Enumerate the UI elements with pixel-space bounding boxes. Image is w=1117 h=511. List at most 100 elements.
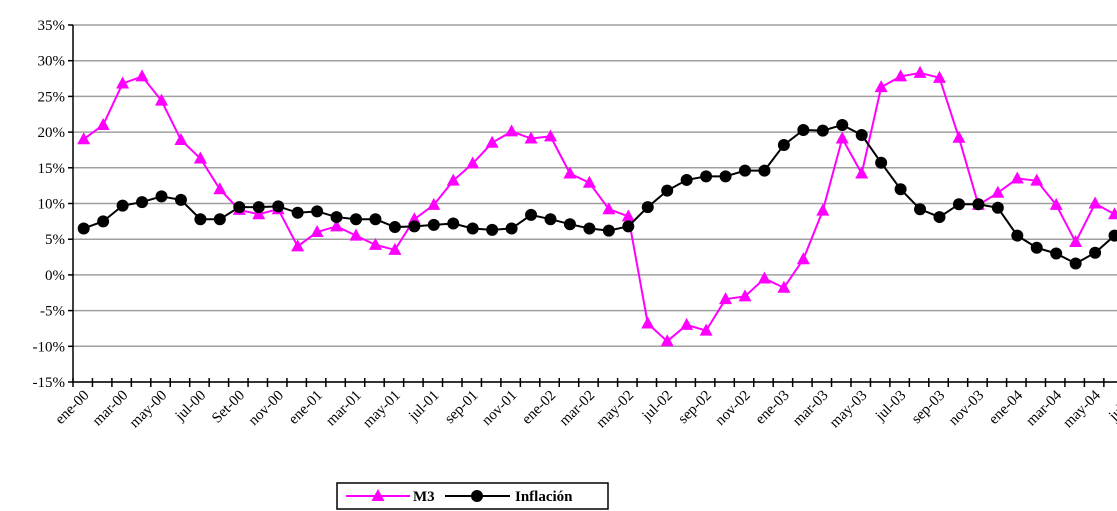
x-tick-label: mar-00 <box>90 388 132 430</box>
data-point <box>913 65 927 78</box>
data-point <box>310 225 324 238</box>
data-point <box>407 212 421 225</box>
data-point <box>1069 257 1082 270</box>
x-tick-label: ene-02 <box>519 388 559 428</box>
data-point <box>894 69 908 82</box>
x-tick-label: may-00 <box>127 388 171 432</box>
data-point <box>1069 235 1083 248</box>
data-point <box>194 213 207 226</box>
data-point <box>349 228 363 241</box>
y-tick-label: -5% <box>40 304 65 320</box>
y-tick-label: 10% <box>38 197 66 213</box>
data-point <box>914 203 927 216</box>
data-point <box>855 166 869 179</box>
data-point <box>174 132 188 145</box>
x-tick-label: jul-02 <box>639 388 676 425</box>
data-point <box>757 271 771 284</box>
data-point <box>388 242 402 255</box>
data-point <box>1089 246 1102 259</box>
data-point <box>524 131 538 144</box>
x-tick-label: mar-03 <box>790 388 832 430</box>
x-tick-label: jul-04 <box>1105 387 1117 425</box>
data-point <box>719 292 733 305</box>
data-point <box>602 224 615 237</box>
data-point <box>154 93 168 106</box>
data-point <box>738 164 751 177</box>
data-point <box>213 213 226 226</box>
x-tick-label: may-03 <box>827 388 871 432</box>
data-point <box>446 173 460 186</box>
x-tick-label: mar-04 <box>1023 387 1065 429</box>
data-point <box>680 317 694 330</box>
data-point <box>758 164 771 177</box>
data-point <box>427 197 441 210</box>
data-point <box>660 334 674 347</box>
data-point <box>408 220 421 233</box>
x-tick-label: jul-01 <box>405 388 442 425</box>
x-tick-label: jul-03 <box>872 388 909 425</box>
series-inflacion <box>77 118 1117 270</box>
data-point <box>116 76 130 89</box>
data-point <box>855 128 868 141</box>
data-point <box>816 203 830 216</box>
x-tick-label: may-02 <box>593 388 637 432</box>
data-point <box>466 222 479 235</box>
legend-m3-label: M3 <box>413 489 435 505</box>
data-point <box>932 70 946 83</box>
data-point <box>349 213 362 226</box>
data-point <box>427 218 440 231</box>
data-point <box>700 170 713 183</box>
data-point <box>97 215 110 228</box>
data-point <box>563 166 577 179</box>
data-point <box>699 323 713 336</box>
data-point <box>466 156 480 169</box>
data-point <box>583 222 596 235</box>
data-point <box>486 223 499 236</box>
data-point <box>311 205 324 218</box>
data-point <box>136 196 149 209</box>
data-point <box>1049 197 1063 210</box>
legend-inflacion-marker <box>471 490 483 502</box>
data-point <box>952 198 965 211</box>
data-point <box>835 131 849 144</box>
x-tick-label: jul-00 <box>172 388 209 425</box>
data-point <box>563 218 576 231</box>
data-point <box>233 201 246 214</box>
x-tick-label: sep-03 <box>909 388 949 428</box>
data-point <box>641 316 655 329</box>
data-point <box>777 280 791 293</box>
data-point <box>330 211 343 224</box>
data-point <box>447 217 460 230</box>
legend: M3 Inflación <box>336 482 609 510</box>
data-point <box>1010 171 1024 184</box>
data-point <box>252 201 265 214</box>
x-tick-label: mar-02 <box>556 388 598 430</box>
data-point <box>485 135 499 148</box>
data-point <box>505 222 518 235</box>
x-tick-label: ene-03 <box>753 388 793 428</box>
x-tick-label: may-01 <box>360 388 404 432</box>
data-point <box>1088 196 1102 209</box>
x-tick-label: mar-01 <box>323 388 365 430</box>
data-point <box>952 130 966 143</box>
data-point <box>272 200 285 213</box>
data-point <box>738 289 752 302</box>
data-point <box>252 207 266 220</box>
y-tick-label: 25% <box>38 89 66 105</box>
data-point <box>116 199 129 212</box>
data-point <box>933 211 946 224</box>
data-point <box>622 220 635 233</box>
data-point <box>1050 247 1063 260</box>
data-point <box>135 69 149 82</box>
data-point <box>1108 207 1117 220</box>
data-point <box>816 124 829 137</box>
data-point <box>213 182 227 195</box>
data-point <box>369 213 382 226</box>
data-point <box>641 201 654 214</box>
data-point <box>621 209 635 222</box>
data-point <box>1108 229 1117 242</box>
data-point <box>544 213 557 226</box>
data-point <box>368 237 382 250</box>
